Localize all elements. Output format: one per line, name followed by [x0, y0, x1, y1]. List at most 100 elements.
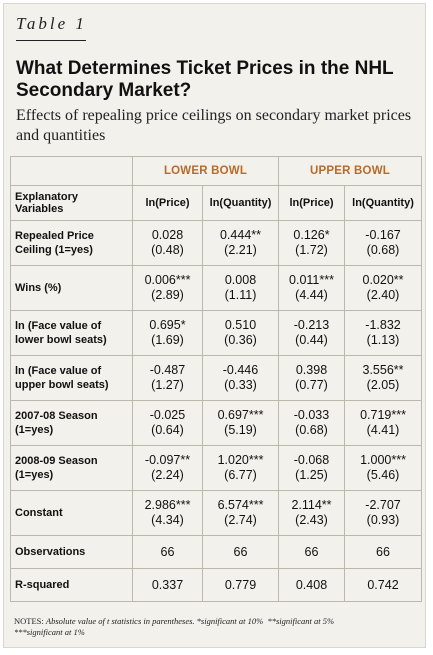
- cell-upper-quantity: 0.719*** (4.41): [343, 400, 423, 446]
- coefficient: 0.020**: [362, 273, 404, 287]
- table-row-2008-09-season: 2008-09 Season (1=yes) -0.097** (2.24) 1.…: [10, 445, 423, 491]
- notes-sig-5: **significant at 5%: [267, 616, 335, 626]
- cell-upper-price: 0.408: [278, 568, 345, 602]
- t-statistic: (1.25): [295, 468, 328, 482]
- cell-upper-quantity: 1.000*** (5.46): [343, 445, 423, 491]
- t-statistic: (2.89): [151, 288, 184, 302]
- notes-sig-1: ***significant at 1%: [14, 627, 85, 637]
- t-statistic: (0.48): [151, 243, 184, 257]
- cell-upper-price: -0.213 (0.44): [278, 310, 345, 356]
- cell-lower-quantity: 0.779: [202, 568, 279, 602]
- t-statistic: (0.36): [224, 333, 257, 347]
- row-label: ln (Face value of lower bowl seats): [10, 310, 133, 356]
- coefficient: 1.020***: [217, 453, 264, 467]
- coefficient: 1.000***: [360, 453, 406, 467]
- row-label: Repealed Price Ceiling (1=yes): [10, 220, 133, 266]
- coefficient: -0.487: [149, 363, 186, 377]
- coefficient: -0.025: [149, 408, 186, 422]
- coefficient: 0.510: [224, 318, 257, 332]
- t-statistic: (1.69): [151, 333, 184, 347]
- cell-lower-quantity: 1.020*** (6.77): [202, 445, 279, 491]
- t-statistic: (1.13): [366, 333, 400, 347]
- cell-upper-quantity: 66: [343, 535, 423, 569]
- coefficient: -1.832: [365, 318, 401, 332]
- cell-upper-price: 2.114** (2.43): [278, 490, 345, 536]
- cell-upper-price: -0.068 (1.25): [278, 445, 345, 491]
- coefficient: 3.556**: [362, 363, 404, 377]
- cell-lower-quantity: 6.574*** (2.74): [202, 490, 279, 536]
- header-empty-cell: [10, 156, 133, 186]
- t-statistic: (1.72): [295, 243, 328, 257]
- cell-lower-price: -0.097** (2.24): [132, 445, 203, 491]
- coefficient: 0.719***: [360, 408, 406, 422]
- cell-lower-quantity: 66: [202, 535, 279, 569]
- cell-lower-quantity: 0.008 (1.11): [202, 265, 279, 311]
- cell-lower-price: 66: [132, 535, 203, 569]
- t-statistic: (0.33): [224, 378, 257, 392]
- table-subtitle: Effects of repealing price ceilings on s…: [16, 107, 412, 144]
- table-row-2007-08-season: 2007-08 Season (1=yes) -0.025 (0.64) 0.69…: [10, 400, 423, 446]
- coefficient: -0.213: [293, 318, 330, 332]
- t-statistic: (1.27): [151, 378, 184, 392]
- t-statistic: (0.93): [366, 513, 400, 527]
- row-label: R-squared: [10, 568, 133, 602]
- t-statistic: (2.74): [224, 513, 257, 527]
- coefficient: -0.446: [222, 363, 259, 377]
- cell-lower-price: -0.487 (1.27): [132, 355, 203, 401]
- row-label: 2007-08 Season (1=yes): [10, 400, 133, 446]
- coefficient: 6.574***: [217, 498, 264, 512]
- table-row-constant: Constant 2.986*** (4.34) 6.574*** (2.74) 2…: [10, 490, 423, 536]
- coefficient: -0.068: [293, 453, 330, 467]
- t-statistic: (5.19): [224, 423, 257, 437]
- coefficient: 0.697***: [217, 408, 264, 422]
- t-statistic: (5.46): [366, 468, 400, 482]
- table-row-repealed-price-ceiling: Repealed Price Ceiling (1=yes) 0.028 (0.4…: [10, 220, 423, 266]
- coefficient: 0.126*: [293, 228, 330, 242]
- t-statistic: (0.44): [295, 333, 328, 347]
- coefficient: 2.114**: [291, 498, 332, 512]
- cell-lower-price: 0.695* (1.69): [132, 310, 203, 356]
- column-header-variables: Explanatory Variables: [10, 185, 133, 221]
- table-row-face-value-lower: ln (Face value of lower bowl seats) 0.69…: [10, 310, 423, 356]
- cell-upper-price: 66: [278, 535, 345, 569]
- cell-lower-price: -0.025 (0.64): [132, 400, 203, 446]
- cell-lower-quantity: 0.510 (0.36): [202, 310, 279, 356]
- coefficient: 0.008: [224, 273, 257, 287]
- row-label: ln (Face value of upper bowl seats): [10, 355, 133, 401]
- t-statistic: (4.44): [295, 288, 328, 302]
- coefficient: 2.986***: [144, 498, 191, 512]
- coefficient: 0.695*: [149, 318, 186, 332]
- table-label-underline: [16, 40, 86, 41]
- coefficient: 0.006***: [144, 273, 191, 287]
- column-header-upper-quantity: ln(Quantity): [343, 185, 423, 221]
- column-header-upper-price: ln(Price): [278, 185, 345, 221]
- t-statistic: (6.77): [224, 468, 257, 482]
- t-statistic: (2.05): [366, 378, 400, 392]
- t-statistic: (4.34): [151, 513, 184, 527]
- coefficient: 0.444**: [219, 228, 261, 242]
- row-label: Observations: [10, 535, 133, 569]
- cell-upper-quantity: 3.556** (2.05): [343, 355, 423, 401]
- table-row-wins: Wins (%) 0.006*** (2.89) 0.008 (1.11) 0.01…: [10, 265, 423, 311]
- table-notes: NOTES: Absolute value of t statistics in…: [14, 616, 419, 638]
- t-statistic: (2.43): [295, 513, 328, 527]
- cell-upper-price: -0.033 (0.68): [278, 400, 345, 446]
- regression-table: LOWER BOWL UPPER BOWL Explanatory Variab…: [10, 156, 423, 602]
- table-row-r-squared: R-squared 0.337 0.779 0.408 0.742: [10, 568, 423, 602]
- cell-upper-quantity: -0.167 (0.68): [343, 220, 423, 266]
- cell-lower-price: 0.006*** (2.89): [132, 265, 203, 311]
- t-statistic: (1.11): [224, 288, 257, 302]
- row-label: Constant: [10, 490, 133, 536]
- coefficient: -0.097**: [144, 453, 191, 467]
- t-statistic: (2.21): [224, 243, 257, 257]
- notes-prefix: NOTES:: [14, 616, 44, 626]
- group-header-lower-bowl: LOWER BOWL: [132, 156, 279, 186]
- cell-upper-price: 0.398 (0.77): [278, 355, 345, 401]
- cell-upper-quantity: 0.020** (2.40): [343, 265, 423, 311]
- notes-sig-10: *significant at 10%: [196, 616, 264, 626]
- cell-lower-quantity: 0.444** (2.21): [202, 220, 279, 266]
- coefficient: 0.398: [295, 363, 328, 377]
- table-number-label: Table 1: [16, 14, 87, 33]
- row-label: Wins (%): [10, 265, 133, 311]
- t-statistic: (4.41): [366, 423, 400, 437]
